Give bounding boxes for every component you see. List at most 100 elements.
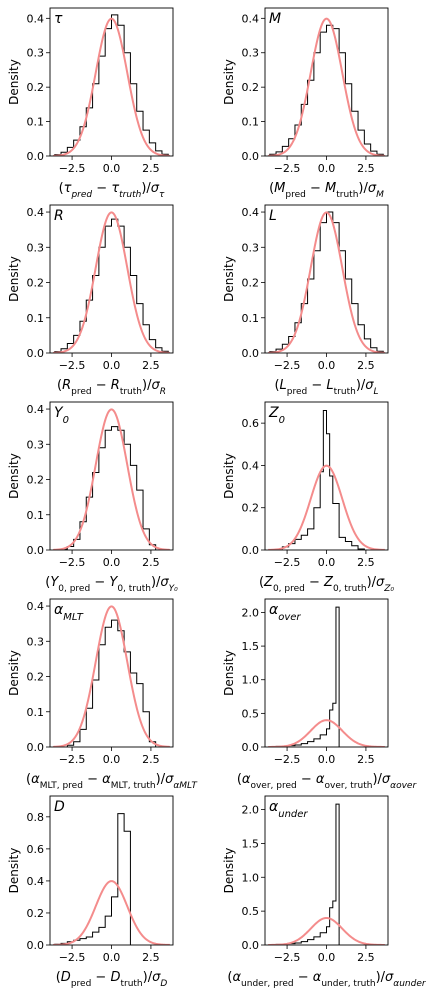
panel-label: L — [269, 208, 277, 224]
y-tick-label: 0.4 — [27, 206, 45, 219]
y-tick-label: 0.1 — [242, 116, 260, 129]
gaussian-curve — [268, 211, 385, 353]
gaussian-curve — [53, 17, 170, 156]
y-tick-label: 0.5 — [242, 905, 260, 918]
x-tick-label: −2.5 — [59, 359, 86, 372]
x-axis-label: (Lpred − Ltruth)/σL — [274, 378, 378, 397]
x-axis-label: (αunder, pred − αunder, truth)/σαunder — [227, 970, 426, 989]
histogram-outline — [54, 218, 169, 353]
y-tick-label: 0.3 — [27, 635, 45, 648]
panel-label: M — [269, 11, 281, 27]
y-tick-label: 1.5 — [242, 640, 260, 653]
y-tick-label: 0.6 — [27, 843, 45, 856]
y-tick-label: 0.0 — [242, 150, 260, 163]
x-tick-label: −2.5 — [274, 162, 301, 175]
y-tick-label: 0.0 — [242, 741, 260, 754]
y-tick-label: 0.1 — [27, 509, 45, 522]
histogram-outline — [66, 619, 157, 747]
histogram-panel: −2.5 0.0 2.5 0.0 0.1 0.2 0.3 0.4 Density (Y0, pre… — [7, 401, 178, 594]
histogram-panel: −2.5 0.0 2.5 0.0 0.1 0.2 0.3 0.4 Density (Rpred −… — [7, 204, 174, 397]
gaussian-curve — [268, 464, 385, 550]
y-axis-label: Density — [7, 848, 21, 894]
y-tick-label: 0.4 — [242, 206, 260, 219]
y-axis-label: Density — [222, 59, 236, 105]
histogram-outline — [269, 24, 384, 156]
x-tick-label: −2.5 — [59, 556, 86, 569]
y-tick-label: 0.2 — [242, 502, 260, 515]
y-tick-label: 1.0 — [242, 674, 260, 687]
histogram-outline — [54, 14, 169, 156]
y-tick-label: 0.2 — [27, 277, 45, 290]
y-tick-label: 0.3 — [27, 47, 45, 60]
x-tick-label: 2.5 — [142, 556, 160, 569]
x-tick-label: 0.0 — [103, 753, 121, 766]
y-tick-label: 0.4 — [242, 12, 260, 25]
y-tick-label: 0.6 — [242, 417, 260, 430]
y-tick-label: 0.2 — [27, 81, 45, 94]
axes-frame — [49, 7, 174, 157]
x-tick-label: 2.5 — [142, 359, 160, 372]
y-tick-label: 0.0 — [242, 347, 260, 360]
y-tick-label: 0.1 — [27, 312, 45, 325]
y-tick-label: 0.2 — [27, 671, 45, 684]
y-tick-label: 0.3 — [27, 438, 45, 451]
histogram-panel: −2.5 0.0 2.5 0.0 0.1 0.2 0.3 0.4 Density (αMLT, p… — [7, 598, 198, 791]
y-tick-label: 0.0 — [27, 544, 45, 557]
x-axis-label: (αMLT, pred − αMLT, truth)/σαMLT — [26, 772, 198, 791]
y-axis-label: Density — [7, 453, 21, 499]
panel-label: D — [54, 799, 65, 815]
x-tick-label: 2.5 — [357, 162, 375, 175]
y-axis-label: Density — [7, 59, 21, 105]
y-tick-label: 0.0 — [27, 150, 45, 163]
y-axis-label: Density — [222, 453, 236, 499]
x-tick-label: 0.0 — [103, 556, 121, 569]
y-tick-label: 0.3 — [242, 47, 260, 60]
panel-label: αover — [269, 602, 301, 623]
x-tick-label: −2.5 — [274, 359, 301, 372]
y-tick-label: 0.0 — [242, 939, 260, 952]
y-tick-label: 0.0 — [242, 544, 260, 557]
y-tick-label: 0.2 — [27, 907, 45, 920]
axes-frame — [49, 204, 174, 354]
x-tick-label: 2.5 — [142, 162, 160, 175]
y-axis-label: Density — [222, 650, 236, 696]
histogram-panel: −2.5 0.0 2.5 0.0 0.5 1.0 1.5 2.0 Density (αunder,… — [222, 795, 427, 989]
x-tick-label: −2.5 — [274, 753, 301, 766]
axes-frame — [49, 795, 174, 946]
x-tick-label: 0.0 — [103, 162, 121, 175]
x-tick-label: 2.5 — [142, 753, 160, 766]
x-tick-label: −2.5 — [59, 753, 86, 766]
y-tick-label: 0.3 — [27, 241, 45, 254]
y-tick-label: 0.8 — [27, 811, 45, 824]
x-tick-label: 0.0 — [318, 359, 336, 372]
x-axis-label: (τpred − τtruth)/στ — [59, 181, 165, 200]
x-axis-label: (Dpred − Dtruth)/σD — [56, 970, 168, 989]
panel-label: Y0 — [54, 405, 69, 426]
x-axis-label: (Y0, pred − Y0, truth)/σY₀ — [45, 575, 178, 594]
gaussian-curve — [53, 211, 170, 353]
histogram-outline — [269, 606, 340, 747]
y-tick-label: 0.4 — [27, 600, 45, 613]
x-tick-label: −2.5 — [274, 951, 301, 964]
axes-frame — [264, 204, 389, 354]
histogram-outline — [54, 426, 169, 550]
gaussian-curve — [268, 916, 385, 945]
x-tick-label: −2.5 — [274, 556, 301, 569]
y-tick-label: 0.2 — [242, 81, 260, 94]
histogram-outline — [269, 803, 340, 945]
y-tick-label: 0.0 — [27, 939, 45, 952]
x-tick-label: 0.0 — [318, 753, 336, 766]
x-tick-label: 2.5 — [357, 753, 375, 766]
x-tick-label: 2.5 — [357, 359, 375, 372]
x-tick-label: 0.0 — [318, 556, 336, 569]
x-axis-label: (Z0, pred − Z0, truth)/σZ₀ — [259, 575, 394, 594]
x-tick-label: 0.0 — [103, 951, 121, 964]
x-tick-label: −2.5 — [59, 951, 86, 964]
y-tick-label: 2.0 — [242, 606, 260, 619]
x-axis-label: (Rpred − Rtruth)/σR — [57, 378, 166, 397]
x-tick-label: 0.0 — [318, 162, 336, 175]
x-axis-label: (αover, pred − αover, truth)/σαover — [237, 772, 418, 791]
y-tick-label: 1.0 — [242, 871, 260, 884]
gaussian-curve — [268, 719, 385, 747]
